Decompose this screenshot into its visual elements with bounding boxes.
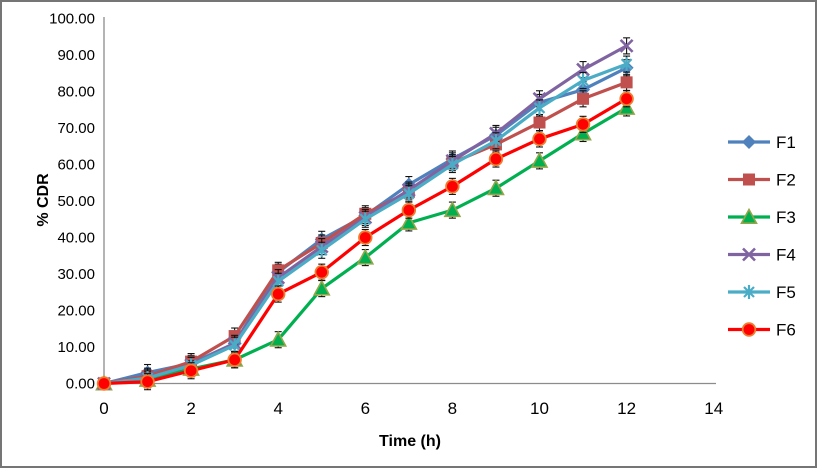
x-tick-label: 8 (448, 399, 457, 418)
circle-icon (314, 264, 329, 280)
y-tick-label: 0.00 (66, 376, 95, 393)
x-tick-label: 10 (530, 399, 549, 418)
legend: F1 F2 F3 F4 F5 F6 (728, 133, 796, 340)
y-tick-label: 70.00 (57, 120, 95, 137)
legend-item-F3: F3 (728, 207, 796, 227)
asterisk-icon (403, 186, 415, 201)
circle-icon (140, 374, 155, 389)
x-icon (619, 38, 634, 53)
y-axis-title: % CDR (35, 173, 52, 227)
x-tick-label: 2 (186, 399, 195, 418)
triangle-icon (740, 207, 758, 224)
circle-icon (271, 286, 286, 302)
legend-item-F4: F4 (728, 246, 796, 265)
triangle-icon (356, 248, 375, 265)
triangle-icon (400, 213, 418, 230)
x-axis-title: Time (h) (379, 433, 441, 450)
x-icon (742, 247, 756, 262)
asterisk-icon (743, 285, 755, 299)
y-tick-label: 20.00 (57, 303, 95, 320)
legend-label: F5 (776, 283, 796, 302)
legend-label: F2 (776, 171, 796, 190)
legend-item-F1: F1 (728, 133, 796, 152)
asterisk-icon (577, 73, 589, 88)
x-tick-label: 4 (273, 399, 282, 418)
diamond-icon (742, 135, 756, 149)
y-axis-tick-labels: 0.00 10.00 20.00 30.00 40.00 50.00 60.00 70.00 8… (49, 11, 95, 393)
circle-icon (532, 131, 547, 147)
y-tick-label: 60.00 (57, 157, 95, 174)
series-layer (95, 37, 636, 391)
asterisk-icon (533, 100, 546, 115)
circle-icon (445, 179, 460, 194)
square-icon (743, 173, 755, 186)
circle-icon (619, 91, 634, 107)
y-tick-label: 40.00 (57, 230, 95, 247)
circle-icon (96, 376, 112, 391)
axes (103, 17, 716, 385)
circle-icon (575, 117, 591, 132)
legend-label: F4 (776, 246, 796, 265)
x-icon (576, 62, 590, 77)
y-tick-label: 80.00 (57, 84, 95, 101)
circle-icon (741, 322, 757, 337)
asterisk-icon (315, 243, 328, 258)
asterisk-icon (490, 133, 502, 148)
square-icon (533, 116, 546, 129)
y-tick-label: 10.00 (57, 339, 95, 356)
x-tick-label: 6 (361, 399, 370, 418)
asterisk-icon (359, 212, 372, 227)
triangle-icon (530, 151, 549, 168)
y-tick-label: 30.00 (57, 266, 95, 283)
legend-item-F6: F6 (728, 321, 796, 340)
circle-icon (488, 151, 504, 167)
asterisk-icon (446, 157, 459, 172)
x-tick-label: 14 (704, 399, 723, 418)
square-icon (620, 76, 633, 89)
asterisk-icon (228, 338, 241, 353)
square-icon (577, 92, 590, 105)
triangle-icon (487, 179, 505, 196)
series-F6 (96, 90, 634, 391)
y-tick-label: 100.00 (49, 11, 95, 28)
triangle-icon (312, 279, 331, 296)
legend-label: F6 (776, 321, 796, 340)
triangle-icon (269, 330, 288, 347)
triangle-icon (443, 200, 462, 218)
legend-label: F3 (776, 208, 796, 227)
series-F5 (98, 55, 633, 391)
y-tick-label: 50.00 (57, 193, 95, 210)
circle-icon (227, 352, 242, 367)
legend-label: F1 (776, 133, 796, 152)
x-axis-tick-labels: 0 2 4 6 8 10 12 14 (99, 399, 723, 418)
circle-icon (401, 202, 417, 218)
x-tick-label: 12 (617, 399, 636, 418)
circle-icon (358, 230, 373, 245)
x-tick-label: 0 (99, 399, 108, 418)
asterisk-icon (620, 57, 633, 72)
circle-icon (183, 363, 199, 378)
legend-item-F5: F5 (728, 283, 796, 302)
legend-item-F2: F2 (728, 171, 796, 190)
y-tick-label: 90.00 (57, 47, 95, 64)
